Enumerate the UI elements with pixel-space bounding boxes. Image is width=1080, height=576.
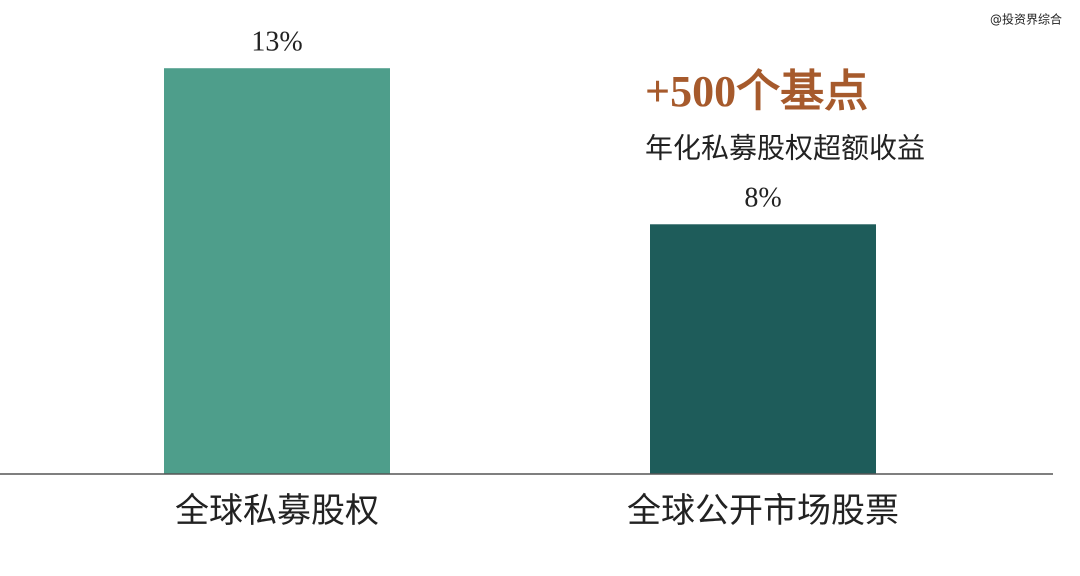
watermark: @投资界综合	[990, 12, 1062, 27]
bar	[164, 68, 390, 474]
annotation-title: +500个基点	[645, 67, 868, 116]
annotation-subtitle: 年化私募股权超额收益	[645, 132, 925, 164]
value-label: 8%	[744, 183, 781, 214]
bar	[650, 224, 876, 474]
x-tick-label: 全球私募股权	[175, 492, 379, 530]
value-label: 13%	[251, 27, 302, 58]
x-tick-label: 全球公开市场股票	[627, 492, 899, 530]
